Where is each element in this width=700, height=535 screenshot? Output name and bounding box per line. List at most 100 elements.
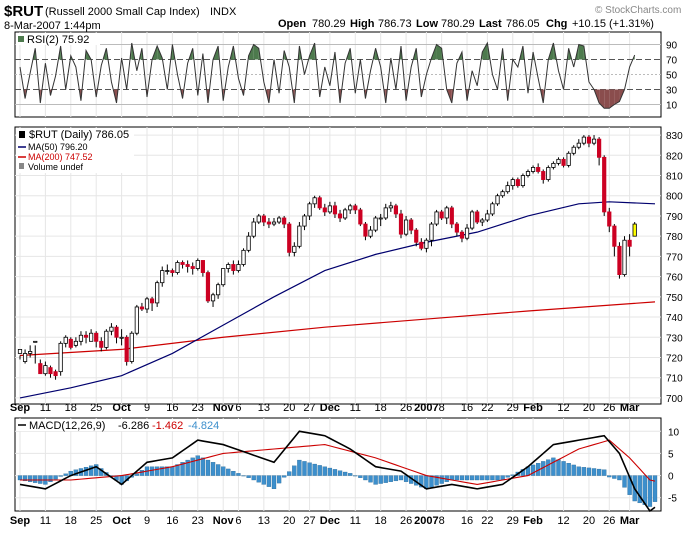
macd-hist-bar [257, 476, 261, 483]
candle-body [100, 341, 103, 347]
candle [425, 238, 428, 252]
candle-body [486, 214, 489, 220]
candle-body [460, 232, 463, 238]
rsi-tick-label: 30 [666, 86, 678, 97]
candle-body [288, 224, 291, 252]
candle [242, 248, 245, 266]
legend-ma200: MA(200) 747.52 [28, 152, 93, 162]
exchange: INDX [210, 6, 237, 18]
candle-body [364, 224, 367, 236]
price-tick-label: 820 [666, 151, 683, 162]
candle-body [105, 331, 108, 347]
macd-hist-bar [546, 460, 550, 476]
candle-body [328, 206, 331, 212]
candle [211, 293, 214, 307]
last-label: Last [479, 18, 502, 30]
date-tick-label: 13 [258, 515, 270, 527]
candle-body [557, 159, 560, 163]
price-tick-label: 830 [666, 131, 683, 142]
low-label: Low [416, 18, 438, 30]
copyright: © StockCharts.com [595, 5, 681, 16]
macd-legend: MACD(12,26,9) -6.286 -1.462 -4.824 [18, 420, 219, 432]
candle [267, 218, 270, 228]
macd-value: -6.286 [118, 420, 149, 432]
macd-hist-bar [338, 471, 342, 476]
date-tick-label: 6 [235, 402, 241, 414]
candle-body [181, 262, 184, 264]
candle [308, 202, 311, 220]
macd-hist-bar [389, 476, 393, 482]
candle [633, 222, 636, 236]
candle [282, 216, 285, 228]
date-tick-label: 11 [40, 402, 51, 414]
candle-body [166, 271, 169, 272]
candle [557, 157, 560, 165]
candle-body [232, 264, 235, 270]
macd-hist-bar [485, 476, 489, 480]
candle [186, 260, 189, 272]
date-tick-label: 9 [144, 402, 150, 414]
candle-body [201, 260, 204, 272]
date-tick-label: 2007 [414, 402, 438, 414]
macd-hist-bar [211, 462, 215, 475]
candle [74, 337, 77, 347]
candle-body [313, 198, 316, 204]
candle-body [628, 240, 631, 246]
date-tick-label: 18 [65, 402, 77, 414]
candle [262, 214, 265, 226]
candle [343, 208, 346, 220]
date-tick-label: 18 [375, 402, 387, 414]
candle-body [252, 222, 255, 236]
date-tick-label: 16 [166, 515, 178, 527]
candle-body [135, 307, 138, 333]
candle [374, 216, 377, 232]
candle [399, 210, 402, 238]
price-tick-label: 790 [666, 212, 683, 223]
candle-body [34, 341, 37, 342]
macd-hist-bar [226, 469, 230, 476]
candle [298, 222, 301, 248]
date-tick-label: 22 [481, 515, 493, 527]
candle-body [491, 204, 494, 214]
macd-hist-bar [155, 467, 159, 476]
candle [465, 224, 468, 240]
candle-body [155, 283, 158, 303]
candle [364, 222, 367, 240]
candle [34, 341, 37, 363]
candle [460, 230, 463, 242]
candle [181, 260, 184, 268]
candle-body [572, 147, 575, 153]
macd-hist-bar [328, 468, 332, 476]
candle [542, 169, 545, 183]
candle [359, 208, 362, 226]
candle-body [384, 208, 387, 218]
candle [536, 163, 539, 173]
candle-body [318, 198, 321, 208]
candle [328, 202, 331, 214]
date-tick-label: Feb [523, 515, 543, 527]
open-value: 780.29 [312, 18, 346, 30]
legend-ma50: MA(50) 796.20 [28, 142, 88, 152]
candle-body [176, 262, 179, 272]
date-tick-label: 20 [583, 402, 595, 414]
macd-hist-bar [343, 472, 347, 476]
candle [95, 331, 98, 347]
candle-body [54, 372, 57, 376]
candle [450, 206, 453, 228]
macd-hist-bar [348, 473, 352, 475]
candle-body [18, 349, 21, 353]
macd-hist-bar [602, 470, 606, 476]
macd-tick-label: 0 [668, 472, 674, 483]
candle [369, 226, 372, 238]
candle-body [547, 167, 550, 179]
company-name: (Russell 2000 Small Cap Index) [45, 6, 200, 18]
candle-body [603, 157, 606, 212]
date-tick-label: Mar [620, 515, 640, 527]
macd-hist-bar [587, 468, 591, 476]
symbol: $RUT [4, 3, 43, 20]
macd-hist-bar [455, 476, 459, 480]
candle [501, 190, 504, 198]
price-tick-label: 710 [666, 374, 683, 385]
macd-hist-bar [28, 476, 32, 482]
axis-labels: SepSep111118182525OctOct9916162323NovNov… [10, 41, 683, 528]
